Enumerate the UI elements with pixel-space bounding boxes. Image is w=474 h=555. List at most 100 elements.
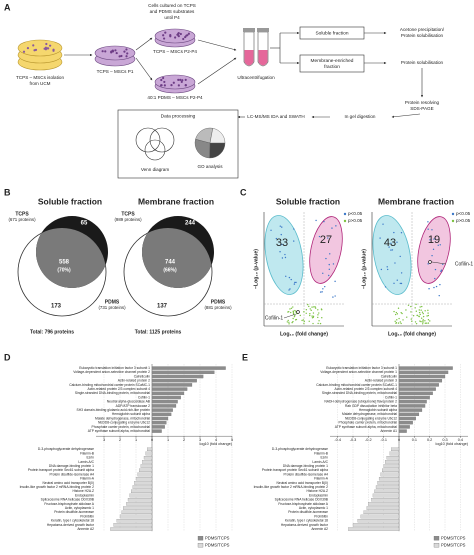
line: [197, 39, 237, 51]
category-label: Histone H2A.Z: [307, 489, 328, 493]
label: Protein solubilisation: [401, 60, 444, 65]
label: (66%): [163, 267, 177, 273]
sig-dot: [293, 283, 296, 285]
label: TCPS – MSCs P1: [97, 69, 134, 74]
sig-dot: [438, 294, 440, 297]
category-label: Protein disulfide-isomerase: [288, 510, 328, 514]
sig-dot: [433, 286, 435, 289]
ns-dot: [311, 315, 313, 317]
sig-dot: [285, 275, 287, 277]
category-label: Hemoglobin subunit alpha: [112, 412, 150, 416]
ns-dot: [288, 323, 290, 325]
label: p<0.05: [456, 211, 471, 216]
bar: [398, 370, 449, 375]
bar: [385, 460, 400, 464]
ns-dot: [321, 317, 323, 319]
cell-dot: [126, 52, 129, 55]
ns-dot: [425, 322, 428, 324]
category-label: SH3 domain-binding glutamic acid-rich-li…: [77, 408, 151, 412]
line: [135, 37, 153, 51]
sig-dot: [393, 282, 395, 285]
bar: [123, 506, 153, 510]
sig-dot: [293, 228, 295, 230]
category-label: DNA damage-binding protein 1: [49, 464, 94, 468]
cell-dot: [47, 47, 50, 50]
ns-dot: [303, 322, 305, 324]
bar: [386, 456, 400, 460]
category-label: Phosphate carrier protein, mitochondrial: [339, 421, 398, 425]
tube-content: [244, 50, 254, 66]
label: Data processing: [161, 113, 196, 119]
cell-dot: [177, 32, 180, 35]
cell-dot: [176, 33, 179, 36]
bar: [375, 485, 400, 489]
cell-dot: [170, 84, 173, 87]
ns-dot: [294, 314, 296, 317]
ns-dot: [415, 303, 417, 306]
sig-dot: [432, 248, 435, 251]
cell-dot: [34, 48, 38, 51]
ns-dot: [401, 312, 403, 315]
sig-dot: [400, 272, 403, 274]
bar: [147, 447, 153, 452]
category-label: NADH dehydrogenase [ubiquinone] flavopro…: [324, 400, 397, 404]
sig-dot: [427, 263, 429, 265]
category-label: Malate dehydrogenase, mitochondrial: [95, 416, 150, 420]
ns-dot: [292, 317, 294, 320]
ns-dot: [290, 311, 292, 314]
sig-dot: [332, 296, 334, 298]
x-tick-label: 2: [183, 438, 185, 442]
cell-dot: [45, 42, 48, 46]
cell-dot: [182, 37, 185, 41]
line: [431, 261, 447, 265]
sig-dot: [435, 285, 438, 288]
bar: [135, 477, 153, 481]
category-label: Prohibitin: [314, 514, 328, 518]
bar: [389, 451, 400, 456]
sig-dot: [290, 278, 292, 281]
label: 244: [185, 221, 196, 227]
label: TCPS – MSCs P2-P4: [153, 49, 197, 54]
category-label: Protein disulfide-isomerase A4: [283, 472, 328, 476]
bar: [360, 514, 400, 519]
bar: [129, 493, 153, 498]
bar: [398, 379, 443, 383]
bar: [113, 523, 153, 527]
bar: [151, 404, 177, 408]
sig-dot: [400, 232, 403, 234]
ns-dot: [394, 313, 397, 316]
sig-dot: [294, 281, 296, 284]
cell-dot: [160, 78, 163, 82]
category-label: Keratin, type I cytoskeletal 18: [51, 519, 94, 523]
ns-dot: [320, 308, 323, 310]
label: Acetone precipitation/: [400, 27, 445, 32]
label: 173: [51, 304, 62, 310]
ns-dot: [301, 319, 303, 322]
label: Cofilin-1: [265, 315, 284, 321]
bar: [151, 387, 188, 391]
bar: [126, 502, 153, 506]
ns-dot: [397, 307, 400, 309]
bar: [127, 498, 153, 502]
category-label: Actin, cytoplasmic 1: [299, 506, 328, 510]
cell-dot: [118, 55, 121, 58]
sig-dot: [293, 240, 295, 242]
sig-dot: [315, 219, 317, 222]
panel-label: E: [242, 352, 248, 362]
ns-dot: [313, 306, 315, 308]
ns-dot: [420, 317, 423, 319]
label: p>0.05: [348, 218, 363, 223]
legend-swatch: [433, 543, 440, 548]
sig-dot: [431, 254, 433, 257]
ns-dot: [398, 317, 400, 320]
axis-title: –Log₁₀ (p-value): [253, 249, 259, 289]
category-label: Eukaryotic translation initiation factor…: [326, 366, 397, 370]
ns-dot: [429, 320, 431, 322]
sig-dot: [280, 233, 282, 236]
bar: [142, 460, 153, 464]
sig-dot: [295, 281, 297, 284]
category-label: Actin-related protein 2: [118, 379, 150, 383]
ns-dot: [400, 311, 402, 314]
sig-dot: [431, 229, 433, 231]
